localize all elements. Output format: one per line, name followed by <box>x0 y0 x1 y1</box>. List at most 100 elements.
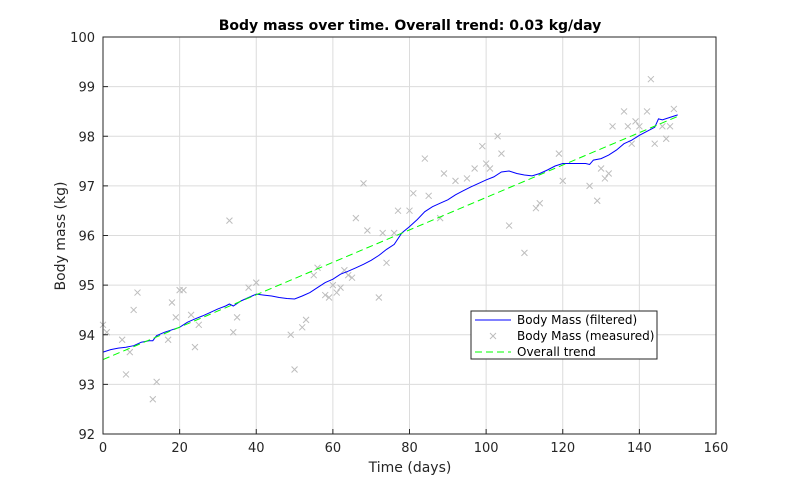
y-tick-label: 99 <box>78 81 95 96</box>
x-tick-label: 20 <box>171 441 188 456</box>
legend: Body Mass (filtered) Body Mass (measured)… <box>470 310 658 360</box>
measured-point <box>586 182 593 190</box>
measured-point <box>555 150 563 157</box>
measured-point <box>597 165 605 172</box>
measured-point <box>406 207 413 215</box>
measured-point <box>647 75 655 83</box>
measured-point <box>168 299 176 306</box>
measured-point <box>670 105 678 113</box>
measured-point <box>536 199 544 207</box>
measured-point <box>348 274 356 282</box>
measured-point <box>325 294 333 301</box>
measured-point <box>666 122 674 130</box>
legend-label: Body Mass (filtered) <box>517 313 637 327</box>
measured-point <box>478 142 486 150</box>
x-tick-label: 0 <box>99 441 107 456</box>
legend-entry: Body Mass (measured) <box>489 329 654 343</box>
measured-point <box>375 294 383 301</box>
measured-point <box>486 165 494 172</box>
measured-point <box>164 336 172 344</box>
measured-point <box>310 271 318 279</box>
measured-point <box>291 366 298 373</box>
measured-point <box>390 229 398 237</box>
measured-point <box>314 264 321 272</box>
measured-point <box>122 371 130 378</box>
measured-point <box>425 192 433 200</box>
measured-point <box>624 122 632 130</box>
x-tick-label: 80 <box>401 441 418 456</box>
legend-entry: Overall trend <box>475 345 596 359</box>
measured-point <box>421 155 429 162</box>
measured-point <box>601 175 609 182</box>
y-tick-label: 98 <box>78 130 95 145</box>
series-layer <box>99 75 678 403</box>
measured-point <box>482 160 490 167</box>
y-tick-label: 92 <box>78 428 95 443</box>
measured-point <box>593 197 601 205</box>
measured-point <box>118 336 126 344</box>
measured-point <box>134 289 141 296</box>
measured-point <box>344 271 352 279</box>
filtered-mass-line <box>102 114 678 353</box>
x-tick-label: 60 <box>325 441 342 456</box>
y-tick-label: 93 <box>78 378 95 393</box>
measured-point <box>172 314 180 321</box>
axis-ticks: 0 20 40 60 80 100 120 140 160 92 93 94 95 96 97 98 99 100 <box>70 31 728 456</box>
measured-point <box>130 306 138 314</box>
measured-point <box>245 284 252 291</box>
measured-point <box>559 177 567 185</box>
measured-point <box>643 108 651 115</box>
overall-trend-line <box>102 115 678 361</box>
x-tick-label: 140 <box>627 441 652 456</box>
measured-point <box>628 140 636 148</box>
measured-point <box>394 207 402 215</box>
legend-label: Body Mass (measured) <box>517 329 654 343</box>
measured-point <box>463 175 471 182</box>
measured-point <box>364 227 371 234</box>
measured-point <box>452 177 459 185</box>
measured-points <box>99 75 678 403</box>
measured-point <box>229 328 237 336</box>
measured-point <box>191 343 199 351</box>
measured-point <box>498 150 505 157</box>
measured-point <box>302 316 310 324</box>
measured-point <box>252 279 260 286</box>
measured-point <box>494 132 501 140</box>
y-tick-label: 100 <box>70 31 95 46</box>
x-tick-label: 120 <box>550 441 575 456</box>
y-tick-label: 96 <box>78 230 95 245</box>
measured-point <box>226 217 233 224</box>
measured-point <box>321 291 329 299</box>
measured-point <box>379 229 387 237</box>
measured-point <box>287 331 295 339</box>
measured-point <box>337 284 344 291</box>
measured-point <box>383 259 390 267</box>
measured-point <box>620 108 628 115</box>
measured-point <box>180 286 187 294</box>
measured-point <box>233 314 241 321</box>
measured-point <box>662 135 670 143</box>
x-tick-label: 160 <box>704 441 729 456</box>
measured-point <box>149 395 157 403</box>
legend-swatch-measured <box>489 332 497 340</box>
measured-point <box>187 311 195 319</box>
measured-point <box>636 122 643 130</box>
measured-point <box>352 214 360 222</box>
measured-point <box>651 140 659 148</box>
measured-point <box>360 180 367 187</box>
legend-box <box>470 310 658 360</box>
measured-point <box>605 170 613 177</box>
measured-point <box>532 204 540 212</box>
y-tick-label: 94 <box>78 329 95 344</box>
x-axis-title: Time (days) <box>368 460 452 476</box>
measured-point <box>659 122 666 130</box>
measured-point <box>632 118 639 125</box>
x-tick-label: 40 <box>248 441 265 456</box>
measured-point <box>298 323 306 331</box>
y-axis-title: Body mass (kg) <box>53 182 69 291</box>
measured-point <box>153 378 160 386</box>
measured-point <box>471 165 478 172</box>
measured-point <box>409 189 417 197</box>
measured-point <box>440 170 448 177</box>
